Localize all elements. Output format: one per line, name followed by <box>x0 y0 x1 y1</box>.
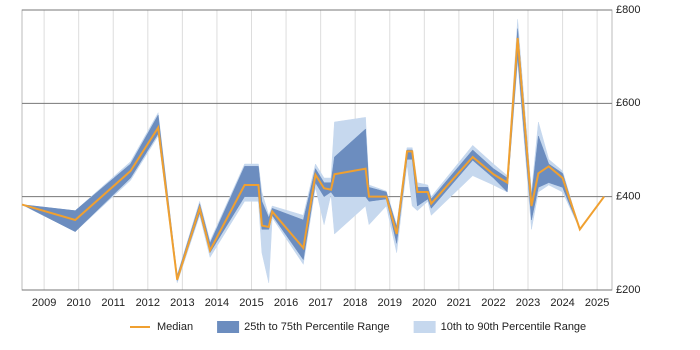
x-tick-label: 2016 <box>274 297 298 309</box>
x-tick-label: 2010 <box>66 297 90 309</box>
x-tick-label: 2015 <box>239 297 263 309</box>
y-tick-label: £200 <box>616 284 640 296</box>
median-line <box>21 37 605 281</box>
legend-label: Median <box>157 321 193 333</box>
x-tick-label: 2020 <box>412 297 436 309</box>
x-tick-label: 2014 <box>205 297 229 309</box>
x-tick-label: 2019 <box>378 297 402 309</box>
legend-label: 25th to 75th Percentile Range <box>244 321 390 333</box>
legend-swatch <box>217 321 240 333</box>
x-tick-label: 2017 <box>308 297 332 309</box>
x-tick-label: 2013 <box>170 297 194 309</box>
x-tick-label: 2025 <box>585 297 609 309</box>
y-tick-label: £600 <box>616 97 640 109</box>
x-tick-label: 2009 <box>32 297 56 309</box>
x-tick-label: 2018 <box>343 297 367 309</box>
x-tick-label: 2024 <box>550 297 574 309</box>
legend-label: 10th to 90th Percentile Range <box>441 321 587 333</box>
x-tick-label: 2011 <box>101 297 125 309</box>
plot-area <box>21 9 613 291</box>
legend-swatch <box>413 321 436 333</box>
x-tick-label: 2023 <box>516 297 540 309</box>
x-tick-label: 2022 <box>481 297 505 309</box>
x-tick-label: 2012 <box>136 297 160 309</box>
y-tick-label: £800 <box>616 4 640 16</box>
y-tick-label: £400 <box>616 191 640 203</box>
x-tick-label: 2021 <box>447 297 471 309</box>
